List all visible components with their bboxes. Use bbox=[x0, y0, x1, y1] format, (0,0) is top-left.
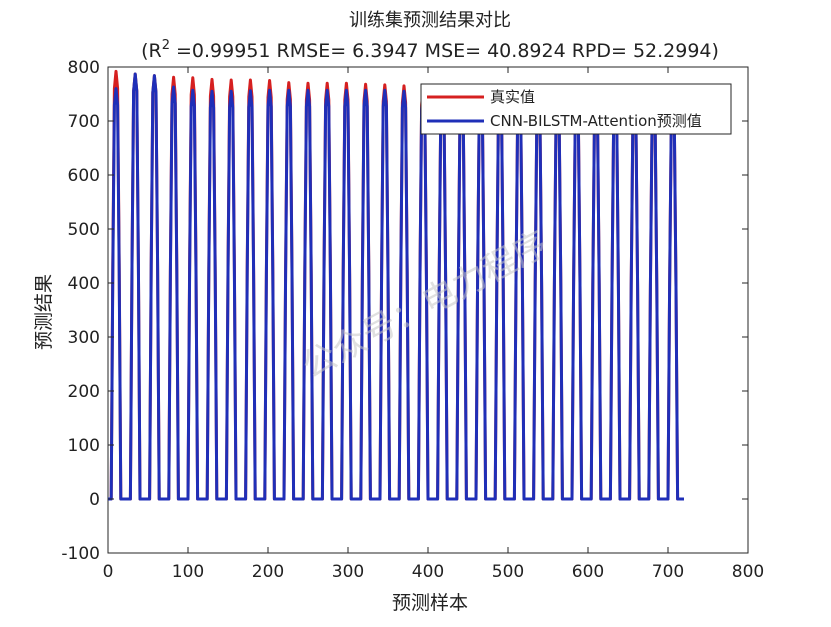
y-tick-label: 100 bbox=[68, 436, 100, 456]
y-tick-label: 400 bbox=[68, 274, 100, 294]
x-tick-label: 300 bbox=[332, 562, 364, 582]
y-tick-label: 500 bbox=[68, 220, 100, 240]
tick-layer: 0 100 200 300 400 500 600 700 800-10001002003004… bbox=[61, 58, 764, 582]
x-tick-label: 700 bbox=[652, 562, 684, 582]
subtitle-metrics: =0.99951 RMSE= 6.3947 MSE= 40.8924 RPD= … bbox=[170, 40, 719, 62]
y-axis-title: 预测结果 bbox=[33, 274, 55, 350]
x-tick-label: 100 bbox=[172, 562, 204, 582]
series-layer bbox=[108, 69, 684, 501]
y-tick-label: 0 bbox=[89, 490, 100, 510]
x-tick-label: 600 bbox=[572, 562, 604, 582]
chart-subtitle: (R2 =0.99951 RMSE= 6.3947 MSE= 40.8924 R… bbox=[141, 38, 719, 62]
y-tick-label: 800 bbox=[68, 58, 100, 78]
x-axis-title: 预测样本 bbox=[392, 592, 468, 614]
chart-title: 训练集预测结果对比 bbox=[349, 10, 511, 31]
y-tick-label: 300 bbox=[68, 328, 100, 348]
x-tick-label: 400 bbox=[412, 562, 444, 582]
subtitle-prefix: (R bbox=[141, 40, 162, 62]
x-tick-label: 500 bbox=[492, 562, 524, 582]
y-tick-label: 200 bbox=[68, 382, 100, 402]
series-line-predicted bbox=[108, 72, 684, 501]
legend-label-predicted: CNN-BILSTM-Attention预测值 bbox=[490, 112, 702, 130]
legend-label-true: 真实值 bbox=[490, 88, 535, 106]
x-tick-label: 0 bbox=[103, 562, 114, 582]
y-tick-label: 700 bbox=[68, 112, 100, 132]
subtitle-superscript: 2 bbox=[162, 38, 170, 53]
x-tick-label: 800 bbox=[732, 562, 764, 582]
legend: 真实值 CNN-BILSTM-Attention预测值 bbox=[420, 83, 732, 135]
y-tick-label: 600 bbox=[68, 166, 100, 186]
x-tick-label: 200 bbox=[252, 562, 284, 582]
legend-box bbox=[420, 83, 732, 135]
y-tick-label: -100 bbox=[61, 544, 100, 564]
